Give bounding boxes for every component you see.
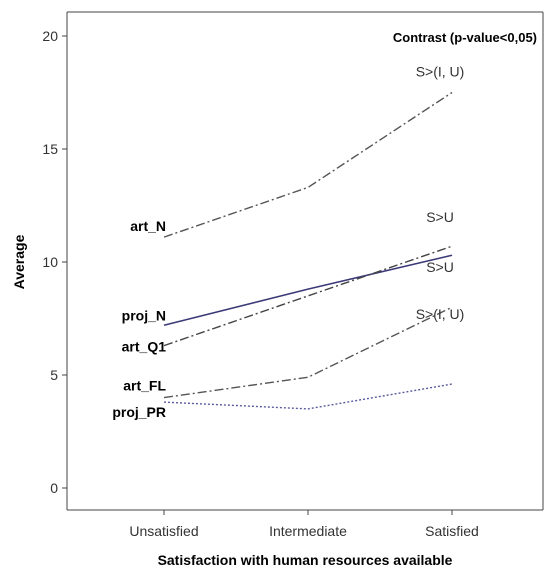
- y-tick-label: 0: [50, 480, 58, 496]
- series-label-art-q1: art_Q1: [122, 339, 167, 355]
- series-line-proj-n: [164, 255, 452, 325]
- series-lines: [164, 93, 452, 409]
- x-tick-label: Intermediate: [269, 523, 347, 539]
- series-line-art-fl: [164, 307, 452, 397]
- x-axis-title: Satisfaction with human resources availa…: [158, 552, 453, 568]
- series-label-art-fl: art_FL: [123, 378, 166, 394]
- y-tick-label: 5: [50, 367, 58, 383]
- y-axis-ticks: 0 5 10 15 20: [42, 28, 67, 496]
- legend-title: Contrast (p-value<0,05): [393, 30, 537, 45]
- plot-frame: [67, 12, 543, 510]
- y-tick-label: 20: [42, 28, 58, 44]
- x-axis-ticks: Unsatisfied Intermediate Satisfied: [129, 510, 478, 539]
- significance-annotations: S>(I, U) S>U S>U S>(I, U): [416, 64, 465, 323]
- significance-annotation: S>(I, U): [416, 64, 465, 80]
- y-axis-title: Average: [11, 234, 27, 289]
- series-line-proj-pr: [164, 384, 452, 409]
- x-tick-label: Unsatisfied: [129, 523, 198, 539]
- x-tick-label: Satisfied: [425, 523, 479, 539]
- significance-annotation: S>U: [426, 209, 454, 225]
- series-labels: art_N proj_N art_Q1 art_FL proj_PR: [112, 218, 166, 420]
- significance-annotation: S>(I, U): [416, 306, 465, 322]
- series-label-art-n: art_N: [130, 218, 166, 234]
- series-line-art-n: [164, 93, 452, 238]
- significance-annotation: S>U: [426, 259, 454, 275]
- series-label-proj-pr: proj_PR: [112, 404, 166, 420]
- series-line-art-q1: [164, 246, 452, 345]
- y-tick-label: 15: [42, 141, 58, 157]
- y-tick-label: 10: [42, 254, 58, 270]
- series-label-proj-n: proj_N: [122, 307, 166, 323]
